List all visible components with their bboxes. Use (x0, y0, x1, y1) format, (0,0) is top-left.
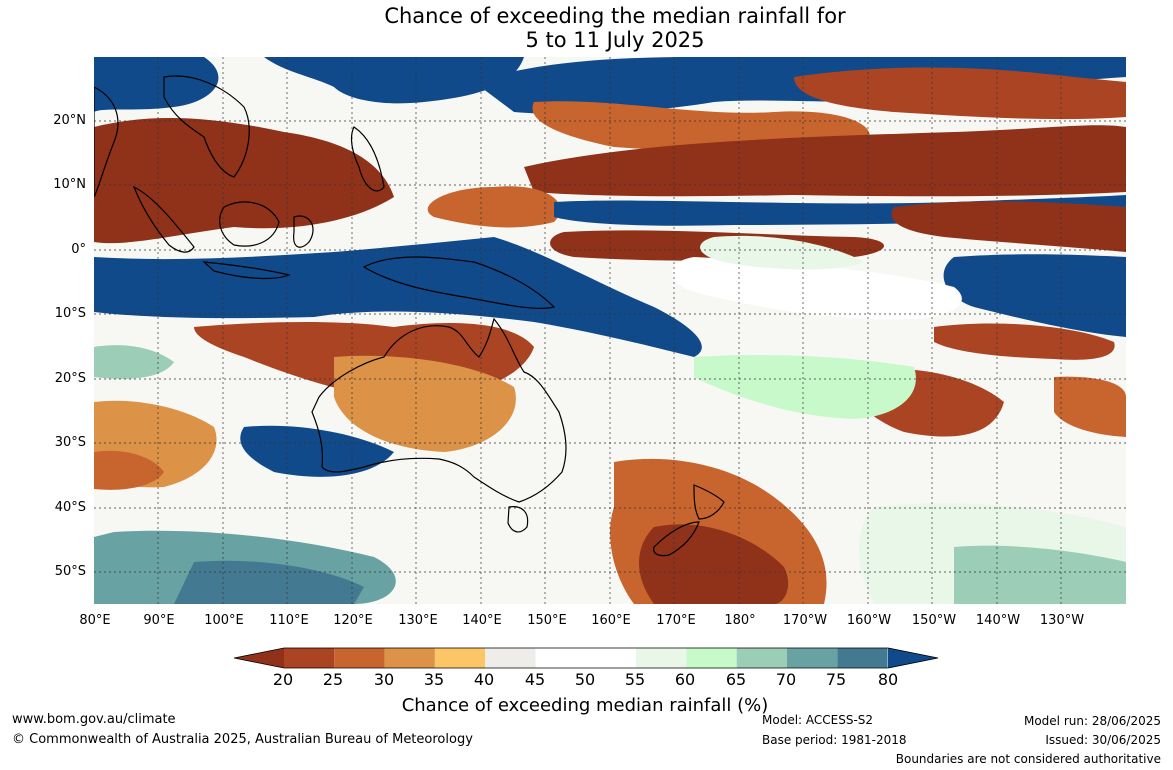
model-run-text: Model run: 28/06/2025 (1023, 714, 1161, 728)
lon-label: 150°W (911, 613, 957, 628)
colorbar-segment (636, 648, 687, 668)
colorbar-tick: 25 (322, 670, 344, 689)
tasmania-coastline (507, 506, 529, 533)
lon-label: 180° (724, 613, 756, 628)
sumatra-coastline (132, 185, 195, 253)
colorbar-tick: 60 (674, 670, 696, 689)
colorbar-tick: 45 (524, 670, 546, 689)
colorbar-outline (234, 647, 939, 669)
map-title: Chance of exceeding the median rainfall … (0, 4, 1173, 52)
philippines-coastline (350, 126, 385, 192)
lon-label: 160°E (591, 613, 631, 628)
colorbar-segment (585, 648, 637, 668)
lon-label: 170°W (782, 613, 828, 628)
colorbar-segment (384, 648, 435, 668)
lat-label: 30°S (54, 435, 86, 450)
colorbar-segment (284, 648, 335, 668)
lat-label: 20°S (54, 371, 86, 386)
map-title-line2: 5 to 11 July 2025 (525, 28, 705, 52)
sulawesi-coastline (293, 215, 314, 248)
borneo-coastline (219, 201, 280, 247)
lat-label: 40°S (54, 500, 86, 515)
colorbar-segment (736, 648, 787, 668)
lon-label: 140°W (975, 613, 1021, 628)
map-title-line1: Chance of exceeding the median rainfall … (384, 4, 846, 28)
lat-label: 0° (71, 242, 86, 257)
lon-label: 140°E (462, 613, 502, 628)
new-guinea-coastline (362, 256, 556, 309)
lat-label: 10°S (54, 306, 86, 321)
coastlines (94, 75, 725, 557)
colorbar-segment (485, 648, 536, 668)
colorbar-segment-below-20 (234, 648, 284, 668)
lat-label: 50°S (54, 564, 86, 579)
india-coastline (94, 86, 119, 198)
copyright-text: © Commonwealth of Australia 2025, Austra… (12, 732, 473, 747)
lat-label: 10°N (53, 177, 86, 192)
rainfall-pattern (94, 57, 1126, 604)
lon-label: 90°E (143, 613, 175, 628)
issued-text: Issued: 30/06/2025 (1045, 733, 1161, 747)
base-period-text: Base period: 1981-2018 (762, 733, 907, 747)
colorbar-segment (837, 648, 888, 668)
new-zealand-north-coastline (693, 484, 725, 520)
lon-label: 120°E (333, 613, 373, 628)
colorbar-tick: 70 (775, 670, 797, 689)
lat-label: 20°N (53, 113, 86, 128)
colorbar-tick: 20 (272, 670, 294, 689)
lon-label: 130°W (1039, 613, 1085, 628)
colorbar-tick: 50 (574, 670, 596, 689)
colorbar-segment (787, 648, 838, 668)
colorbar-tick: 40 (473, 670, 495, 689)
website-link[interactable]: www.bom.gov.au/climate (12, 712, 176, 727)
lon-label: 160°W (846, 613, 892, 628)
colorbar-title: Chance of exceeding median rainfall (%) (401, 695, 769, 716)
lon-label: 130°E (398, 613, 438, 628)
australia-coastline (311, 317, 567, 503)
lon-label: 150°E (527, 613, 567, 628)
colorbar-segment (334, 648, 385, 668)
lon-label: 170°E (656, 613, 696, 628)
new-zealand-south-coastline (653, 521, 700, 557)
colorbar-segment (686, 648, 737, 668)
disclaimer-text: Boundaries are not considered authoritat… (895, 752, 1161, 766)
rainfall-map (94, 57, 1126, 604)
colorbar-tick: 35 (423, 670, 445, 689)
java-coastline (202, 261, 291, 280)
lon-label: 110°E (269, 613, 309, 628)
lon-label: 80°E (79, 613, 111, 628)
colorbar-tick: 65 (725, 670, 747, 689)
lon-label: 100°E (204, 613, 244, 628)
colorbar-segment (434, 648, 486, 668)
colorbar-segment (535, 648, 586, 668)
indochina-coastline (163, 75, 250, 178)
colorbar-tick: 55 (624, 670, 646, 689)
colorbar-tick: 75 (825, 670, 847, 689)
colorbar (234, 647, 939, 669)
colorbar-tick: 80 (877, 670, 899, 689)
model-text: Model: ACCESS-S2 (762, 713, 874, 727)
colorbar-tick: 30 (373, 670, 395, 689)
rainfall-map-canvas (94, 57, 1126, 604)
colorbar-segment-above-80 (888, 648, 938, 668)
